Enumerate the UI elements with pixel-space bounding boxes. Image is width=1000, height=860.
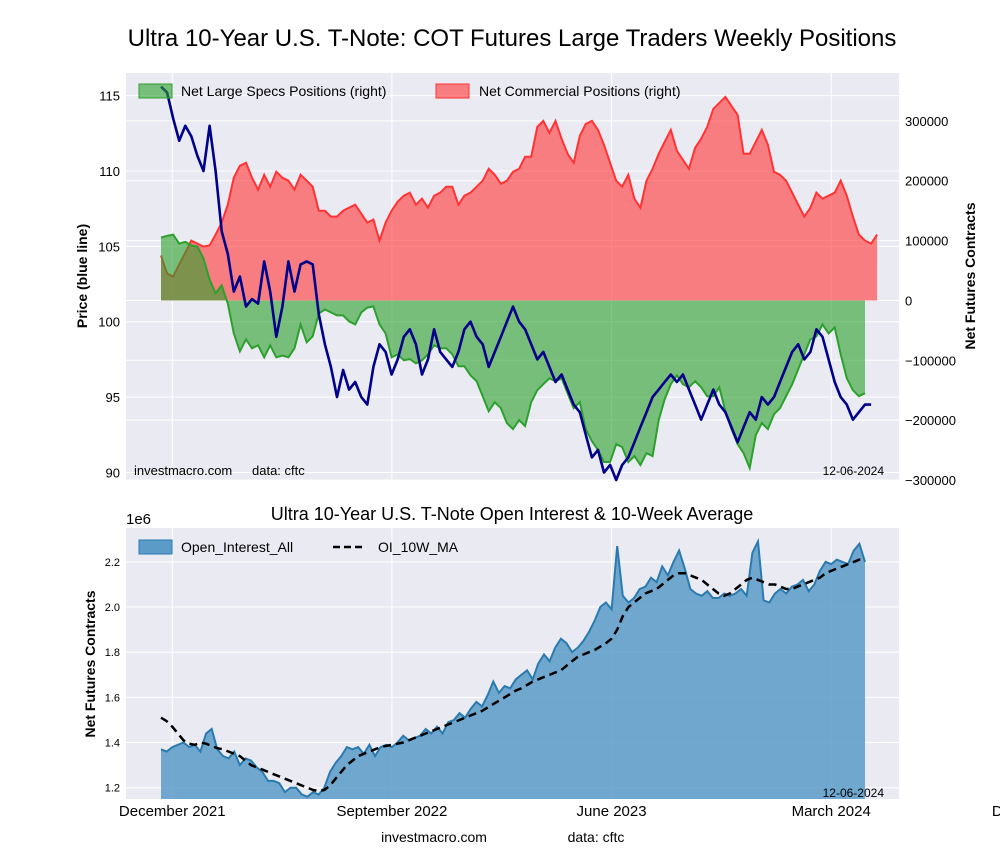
top-right-axis-label: Net Futures Contracts xyxy=(962,202,978,349)
top-right-tick-label: −200000 xyxy=(905,413,956,428)
specs-line xyxy=(160,233,866,472)
bottom-legend: Open_Interest_All OI_10W_MA xyxy=(138,539,459,555)
legend-label-ma: OI_10W_MA xyxy=(378,539,459,555)
ma-line xyxy=(160,558,865,793)
legend-label-oi: Open_Interest_All xyxy=(181,539,293,555)
legend-label-commercial: Net Commercial Positions (right) xyxy=(479,83,681,99)
top-right-tick-label: −100000 xyxy=(905,353,956,368)
bottom-y-tick-label: 1.2 xyxy=(105,783,120,795)
top-left-axis-label: Price (blue line) xyxy=(74,224,90,328)
top-right-axis: −300000 −200000 −100000 0 100000 200000 300000 xyxy=(905,114,956,488)
oi-line xyxy=(160,537,866,798)
top-left-tick-label: 105 xyxy=(98,239,120,254)
legend-swatch-oi xyxy=(138,539,173,555)
commercial-line xyxy=(160,95,878,278)
top-left-tick-label: 95 xyxy=(106,390,120,405)
specs-area xyxy=(161,234,865,468)
oi-area xyxy=(161,541,865,799)
legend-swatch-specs xyxy=(138,83,173,99)
bottom-y-tick-label: 1.8 xyxy=(105,647,120,659)
bottom-x-tick-label: June 2023 xyxy=(577,803,647,820)
bottom-chart-title: Ultra 10-Year U.S. T-Note Open Interest … xyxy=(271,504,754,524)
bottom-y-tick-label: 1.6 xyxy=(105,692,120,704)
top-left-tick-label: 100 xyxy=(98,315,120,330)
top-left-axis: 90 95 100 105 110 115 xyxy=(98,89,120,481)
bottom-y-tick-label: 2.0 xyxy=(105,602,120,614)
bottom-x-axis: December 2021 September 2022 June 2023 Marc… xyxy=(119,803,1000,820)
top-watermark-data: data: cftc xyxy=(252,463,305,478)
bottom-oi-area xyxy=(160,537,866,799)
bottom-ma-line xyxy=(160,558,865,793)
top-right-tick-label: 100000 xyxy=(905,234,948,249)
bottom-date-stamp: 12-06-2024 xyxy=(823,786,885,800)
top-chart: 90 95 100 105 110 115 −300000 −200000 −100000 0 1… xyxy=(74,73,978,488)
top-area-series xyxy=(160,95,878,472)
top-right-tick-label: 0 xyxy=(905,293,912,308)
legend-swatch-commercial xyxy=(435,83,470,99)
top-date-stamp: 12-06-2024 xyxy=(823,464,885,478)
price-line xyxy=(160,85,872,482)
bottom-x-tick-label: September 2022 xyxy=(336,803,447,820)
legend-label-specs: Net Large Specs Positions (right) xyxy=(181,83,386,99)
top-right-tick-label: 200000 xyxy=(905,174,948,189)
bottom-x-tick-label: March 2024 xyxy=(792,803,871,820)
top-left-tick-label: 115 xyxy=(99,89,120,104)
bottom-x-tick-label: December 2021 xyxy=(119,803,226,820)
commercial-area xyxy=(161,96,878,301)
bottom-y-axis-label: Net Futures Contracts xyxy=(82,590,98,737)
top-watermark-site: investmacro.com xyxy=(134,463,232,478)
top-right-tick-label: 300000 xyxy=(905,114,948,129)
top-price-line xyxy=(160,85,872,482)
bottom-y-axis: 1.2 1.4 1.6 1.8 2.0 2.2 xyxy=(105,557,120,795)
top-legend: Net Large Specs Positions (right) Net Co… xyxy=(138,83,681,99)
top-left-tick-label: 110 xyxy=(99,164,120,179)
top-right-tick-label: −300000 xyxy=(905,473,956,488)
figure-title: Ultra 10-Year U.S. T-Note: COT Futures L… xyxy=(128,25,897,52)
bottom-offset-label: 1e6 xyxy=(126,511,151,528)
bottom-x-tick-label: December 2024 xyxy=(992,803,1000,820)
footer-site: investmacro.com xyxy=(381,829,487,845)
top-left-tick-label: 90 xyxy=(106,465,120,480)
bottom-y-tick-label: 1.4 xyxy=(105,738,120,750)
footer-data: data: cftc xyxy=(568,829,625,845)
bottom-chart: Ultra 10-Year U.S. T-Note Open Interest … xyxy=(82,504,1000,820)
bottom-y-tick-label: 2.2 xyxy=(105,557,120,569)
